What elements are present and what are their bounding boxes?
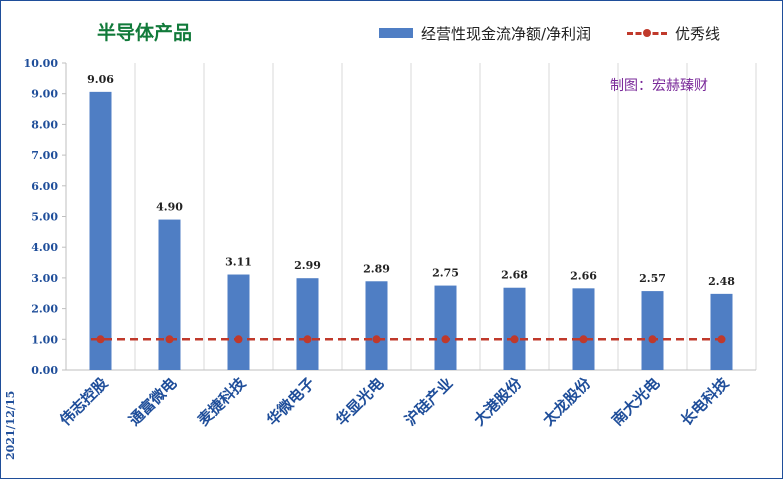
x-tick-label: 南大光电	[608, 374, 663, 429]
legend-line: 优秀线	[627, 23, 720, 43]
bar-data-label: 3.11	[225, 256, 252, 269]
excellence-line-marker	[510, 335, 519, 344]
x-tick-label: 太龙股份	[539, 373, 595, 429]
y-tick-label: 7.00	[31, 149, 58, 162]
y-tick-label: 1.00	[31, 333, 58, 346]
x-tick-label: 大港股份	[470, 373, 526, 429]
x-tick-label: 长电科技	[677, 373, 733, 429]
y-tick-label: 0.00	[31, 364, 58, 377]
x-tick-label: 伟志控股	[56, 373, 112, 429]
excellence-line-marker	[303, 335, 312, 344]
legend-line-swatch	[627, 27, 667, 39]
excellence-line-marker	[441, 335, 450, 344]
excellence-line-marker	[165, 335, 174, 344]
excellence-line-marker	[96, 335, 105, 344]
y-tick-label: 8.00	[31, 118, 58, 131]
bar-data-label: 4.90	[156, 201, 183, 214]
credit-text: 制图：宏赫臻财	[610, 78, 708, 94]
y-tick-label: 4.00	[31, 241, 58, 254]
bar-data-label: 2.48	[708, 275, 735, 288]
bar-data-label: 2.99	[294, 259, 321, 272]
y-tick-label: 6.00	[31, 180, 58, 193]
excellence-line-marker	[372, 335, 381, 344]
bar-data-label: 2.66	[570, 269, 597, 282]
chart-title: 半导体产品	[97, 22, 193, 44]
legend-bar-label: 经营性现金流净额/净利润	[421, 24, 592, 43]
bar	[641, 291, 664, 370]
legend-line-label: 优秀线	[675, 24, 721, 43]
x-tick-label: 沪硅产业	[401, 374, 456, 429]
bar	[503, 287, 526, 370]
y-tick-label: 10.00	[24, 57, 59, 70]
bar-data-label: 2.57	[639, 272, 666, 285]
excellence-line-marker	[648, 335, 657, 344]
y-tick-label: 5.00	[31, 211, 58, 224]
bar-data-label: 9.06	[87, 73, 114, 86]
bar	[227, 274, 250, 370]
bar	[434, 285, 457, 370]
bar-data-label: 2.68	[501, 269, 528, 282]
excellence-line-marker	[234, 335, 243, 344]
bar	[365, 281, 388, 370]
excellence-line-marker	[579, 335, 588, 344]
legend-bar-swatch	[379, 28, 413, 38]
bar	[572, 288, 595, 370]
date-stamp: 2021/12/15	[4, 390, 17, 460]
y-tick-label: 2.00	[31, 303, 58, 316]
x-tick-label: 华显光电	[332, 374, 387, 429]
x-tick-label: 通富微电	[125, 374, 180, 429]
legend-bar: 经营性现金流净额/净利润	[379, 23, 591, 43]
x-tick-label: 麦捷科技	[194, 373, 250, 429]
x-tick-label: 华微电子	[263, 374, 318, 429]
bar	[158, 219, 181, 370]
bar	[296, 278, 319, 370]
excellence-line-marker	[717, 335, 726, 344]
y-tick-label: 9.00	[31, 88, 58, 101]
bar	[710, 293, 733, 370]
bar	[89, 91, 112, 370]
bar-data-label: 2.75	[432, 267, 459, 280]
y-tick-label: 3.00	[31, 272, 58, 285]
bar-data-label: 2.89	[363, 262, 390, 275]
